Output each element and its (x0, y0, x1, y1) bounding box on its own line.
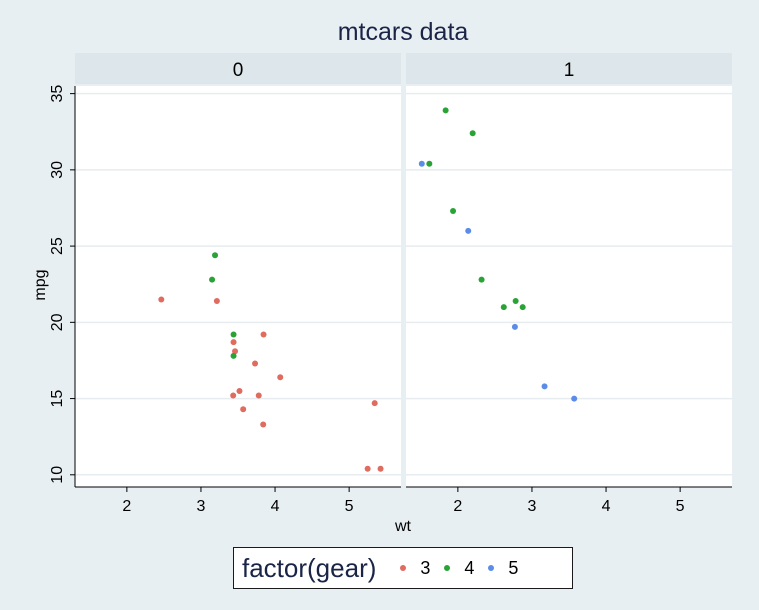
data-point-gear-4 (231, 353, 237, 359)
data-point-gear-4 (501, 304, 507, 310)
legend-item-gear-3: 3 (400, 558, 430, 579)
plot-area-1 (406, 86, 732, 487)
data-point-gear-3 (277, 374, 283, 380)
legend-marker-gear-5 (488, 565, 494, 571)
data-point-gear-3 (236, 388, 242, 394)
data-point-gear-5 (419, 161, 425, 167)
data-point-gear-5 (571, 396, 577, 402)
y-tick-label: 25 (49, 237, 66, 255)
data-point-gear-3 (252, 360, 258, 366)
y-tick-label: 30 (49, 161, 66, 179)
y-tick-label: 20 (49, 313, 66, 331)
data-point-gear-4 (443, 107, 449, 113)
data-point-gear-4 (479, 277, 485, 283)
data-point-gear-4 (470, 130, 476, 136)
y-tick-label: 35 (49, 85, 66, 103)
plot-area-0 (75, 86, 401, 487)
data-point-gear-3 (378, 466, 384, 472)
x-tick-label: 4 (271, 498, 280, 515)
data-point-gear-3 (230, 393, 236, 399)
legend: factor(gear) 3 4 5 (233, 547, 573, 589)
legend-title: factor(gear) (242, 553, 376, 584)
x-tick-label: 3 (197, 498, 206, 515)
x-tick-label: 2 (122, 498, 131, 515)
data-point-gear-4 (520, 304, 526, 310)
data-point-gear-3 (256, 393, 262, 399)
data-point-gear-4 (426, 161, 432, 167)
legend-label-gear-5: 5 (508, 558, 518, 579)
legend-marker-gear-3 (400, 565, 406, 571)
data-point-gear-3 (261, 332, 267, 338)
facet-panels: 0 2 3 4 5 10 15 20 25 30 35 1 2 3 4 5 (49, 53, 732, 515)
x-tick-label: 3 (528, 498, 537, 515)
legend-label-gear-4: 4 (464, 558, 474, 579)
facet-strip-label-0: 0 (233, 60, 244, 81)
data-point-gear-3 (231, 339, 237, 345)
data-point-gear-4 (450, 208, 456, 214)
data-point-gear-4 (513, 298, 519, 304)
data-point-gear-3 (365, 466, 371, 472)
data-point-gear-5 (465, 228, 471, 234)
data-point-gear-4 (231, 332, 237, 338)
data-point-gear-3 (372, 400, 378, 406)
data-point-gear-4 (209, 277, 215, 283)
x-axis-label: wt (394, 518, 412, 535)
chart-title: mtcars data (338, 18, 469, 46)
x-tick-label: 2 (453, 498, 462, 515)
legend-item-gear-5: 5 (488, 558, 518, 579)
x-tick-label: 5 (345, 498, 354, 515)
legend-item-gear-4: 4 (444, 558, 474, 579)
data-point-gear-3 (260, 421, 266, 427)
data-point-gear-3 (240, 406, 246, 412)
data-point-gear-3 (158, 296, 164, 302)
data-point-gear-4 (212, 252, 218, 258)
legend-label-gear-3: 3 (420, 558, 430, 579)
x-tick-label: 4 (602, 498, 611, 515)
data-point-gear-3 (214, 298, 220, 304)
y-tick-label: 10 (49, 466, 66, 484)
data-point-gear-5 (542, 383, 548, 389)
y-tick-label: 15 (49, 390, 66, 408)
y-axis-label: mpg (32, 269, 49, 300)
data-point-gear-5 (512, 324, 518, 330)
legend-marker-gear-4 (444, 565, 450, 571)
facet-strip-label-1: 1 (564, 60, 575, 81)
x-tick-label: 5 (676, 498, 685, 515)
